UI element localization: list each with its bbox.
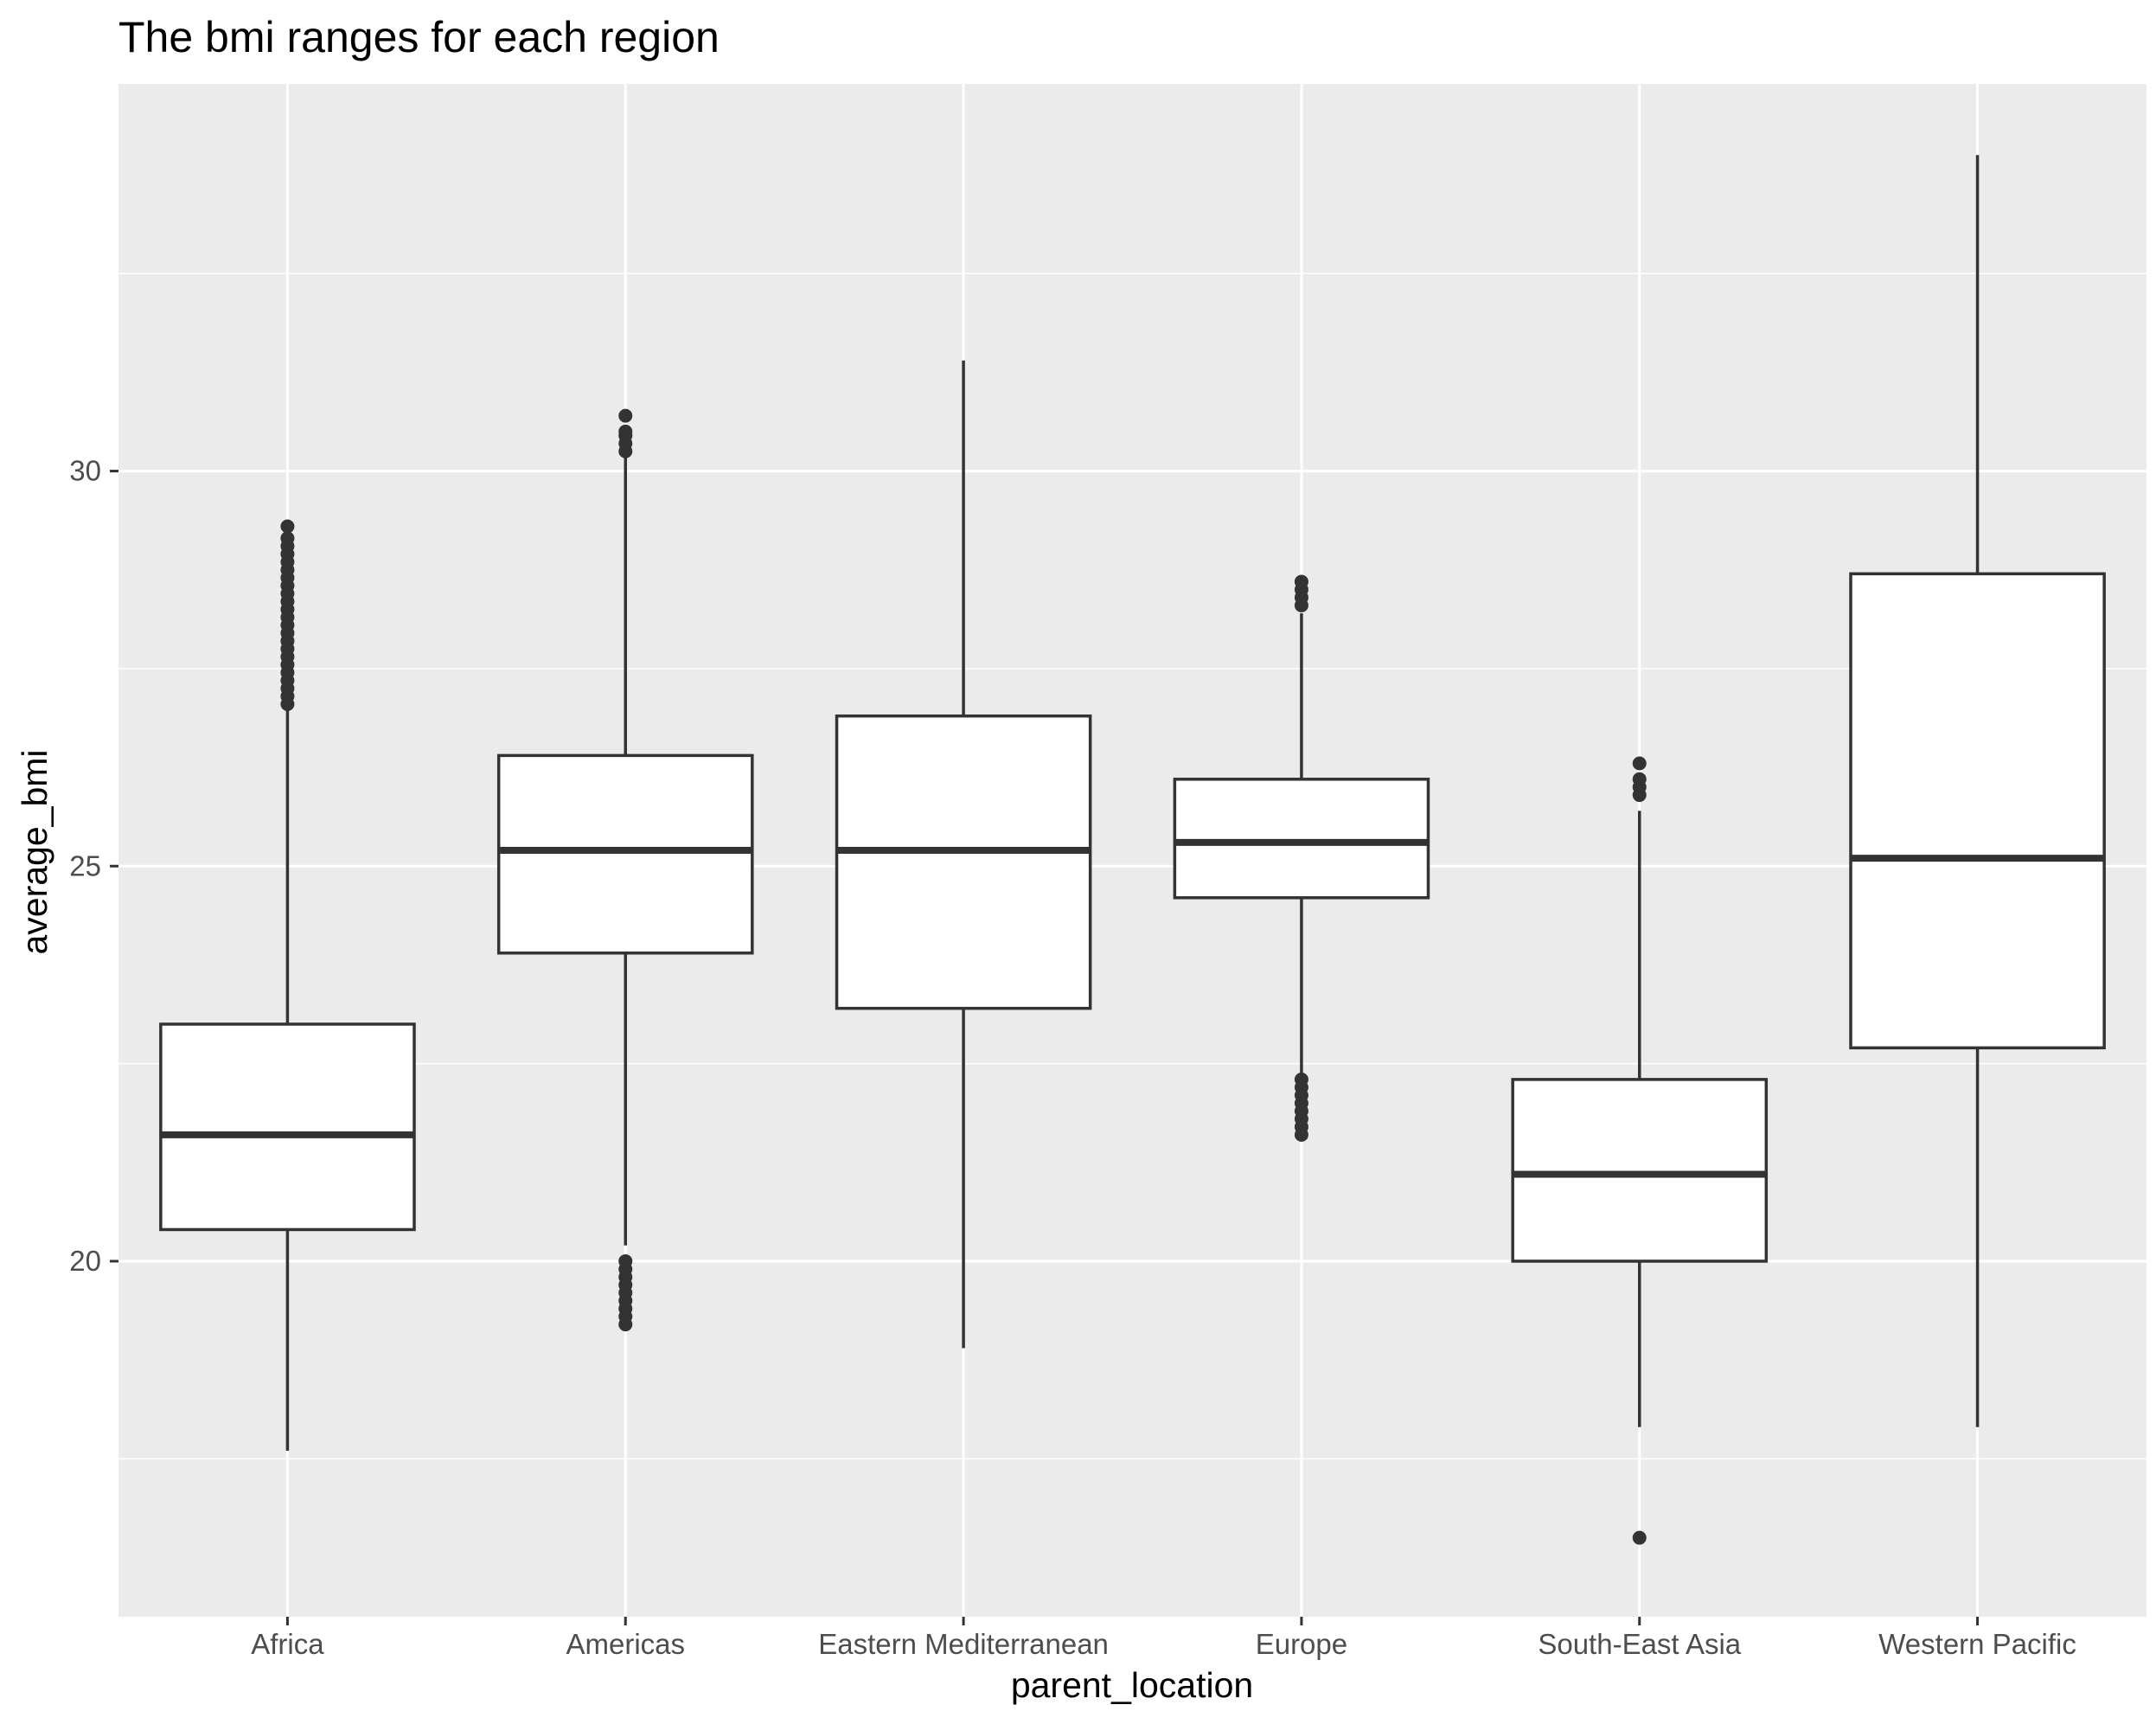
y-tick-label: 25 bbox=[69, 849, 101, 881]
outlier-point bbox=[1294, 574, 1308, 589]
outlier-point bbox=[618, 424, 633, 439]
plot-panel bbox=[118, 84, 2146, 1617]
x-tick-label: Europe bbox=[1256, 1628, 1347, 1660]
y-tick-label: 20 bbox=[69, 1245, 101, 1277]
outlier-point bbox=[280, 531, 295, 546]
y-tick-label: 30 bbox=[69, 455, 101, 487]
outlier-point bbox=[280, 519, 295, 534]
outlier-point bbox=[1632, 772, 1647, 786]
box-layer bbox=[159, 155, 2106, 1545]
x-tick-label: Western Pacific bbox=[1878, 1628, 2076, 1660]
box-group-americas bbox=[496, 408, 754, 1332]
outlier-point bbox=[1632, 1530, 1647, 1545]
box-group-europe bbox=[1173, 574, 1430, 1142]
x-tick-label: Africa bbox=[251, 1628, 324, 1660]
axes: 20 25 30 Africa Americas Eastern Mediterranea… bbox=[69, 455, 2076, 1660]
outlier-point bbox=[1294, 1072, 1308, 1086]
box-group-eastern-mediterranean bbox=[835, 360, 1092, 1349]
box-group-south-east-asia bbox=[1511, 756, 1769, 1545]
box bbox=[1511, 1078, 1769, 1263]
x-tick-label: South-East Asia bbox=[1538, 1628, 1741, 1660]
y-axis-title: average_bmi bbox=[15, 749, 54, 954]
box-group-africa bbox=[159, 519, 416, 1452]
x-tick-label: Americas bbox=[566, 1628, 685, 1660]
box bbox=[1173, 778, 1430, 900]
outlier-point bbox=[618, 1253, 633, 1268]
box bbox=[835, 714, 1092, 1010]
x-tick-label: Eastern Mediterranean bbox=[818, 1628, 1109, 1660]
box-group-western-pacific bbox=[1849, 155, 2106, 1427]
x-axis-title: parent_location bbox=[1011, 1665, 1253, 1705]
box bbox=[1849, 572, 2106, 1050]
outlier-point bbox=[618, 408, 633, 423]
outlier-point bbox=[1632, 756, 1647, 771]
box bbox=[159, 1022, 416, 1232]
chart-title: The bmi ranges for each region bbox=[118, 13, 720, 61]
box bbox=[496, 753, 754, 955]
